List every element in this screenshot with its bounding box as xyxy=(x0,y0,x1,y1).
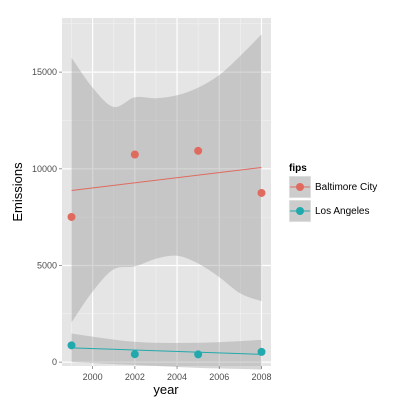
x-axis-title: year xyxy=(153,382,179,397)
fit-lines xyxy=(71,166,262,355)
x-tick-label: 2008 xyxy=(251,372,271,382)
x-tick-label: 2002 xyxy=(125,372,145,382)
point-baltimore-city xyxy=(257,188,266,197)
x-tick-label: 2000 xyxy=(83,372,103,382)
fit-line-los-angeles xyxy=(71,347,262,355)
data-points xyxy=(67,146,266,359)
y-tick-label: 0 xyxy=(52,357,57,367)
y-tick-label: 10000 xyxy=(32,164,57,174)
legend-label-baltimore: Baltimore City xyxy=(315,182,377,193)
point-baltimore-city xyxy=(130,150,139,159)
legend: fips Baltimore City Los Angeles xyxy=(288,163,377,223)
minor-grid xyxy=(62,18,271,366)
y-tick-label: 5000 xyxy=(37,260,57,270)
point-los-angeles xyxy=(257,347,266,356)
legend-label-los-angeles: Los Angeles xyxy=(315,206,370,217)
y-tick-label: 15000 xyxy=(32,67,57,77)
point-los-angeles xyxy=(194,350,203,359)
point-baltimore-city xyxy=(194,146,203,155)
x-tick-label: 2006 xyxy=(209,372,229,382)
fit-line-baltimore-city xyxy=(71,166,262,191)
point-los-angeles xyxy=(67,341,76,350)
y-axis-title: Emissions xyxy=(10,162,25,222)
legend-key-baltimore-city xyxy=(288,175,312,199)
point-los-angeles xyxy=(130,350,139,359)
x-axis-ticks: 2000 2002 2004 2006 2008 xyxy=(83,366,272,382)
legend-key-los-angeles xyxy=(288,199,312,223)
y-axis-ticks: 0 5000 10000 15000 xyxy=(32,67,62,367)
point-baltimore-city xyxy=(67,212,76,221)
x-tick-label: 2004 xyxy=(167,372,187,382)
plot-panel xyxy=(62,18,271,366)
legend-title: fips xyxy=(289,163,307,174)
